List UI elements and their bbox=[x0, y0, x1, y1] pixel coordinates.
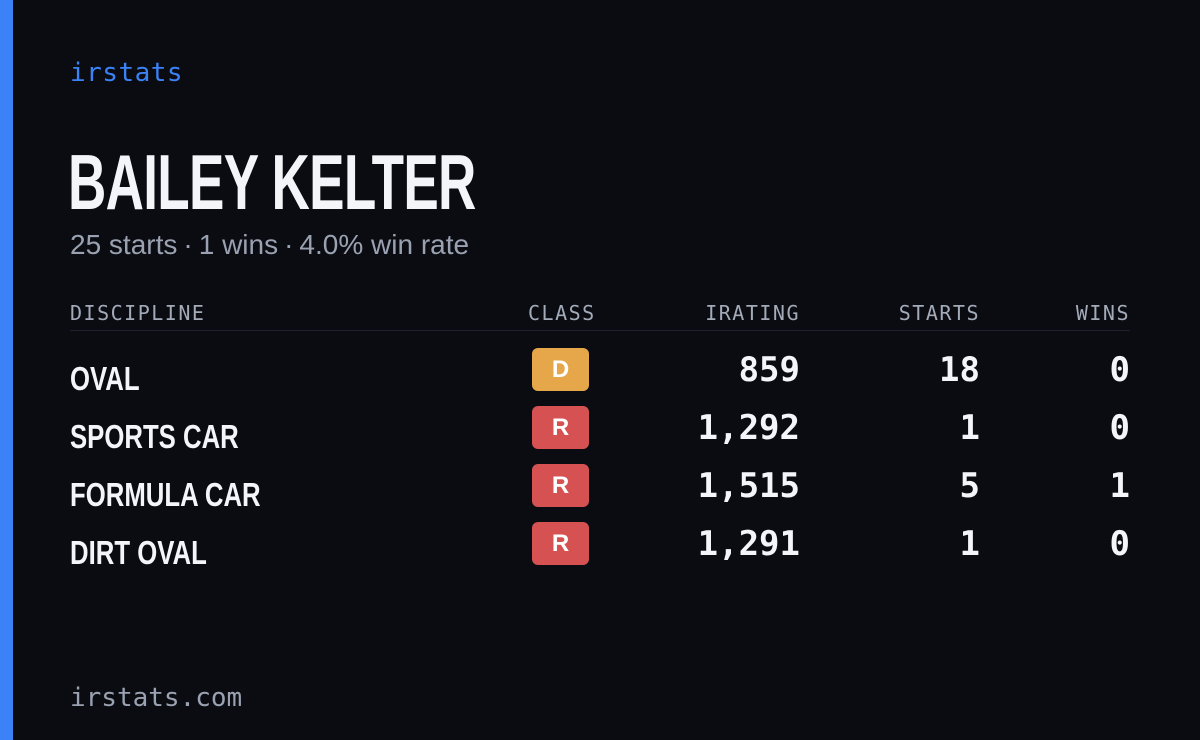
license-class-badge: R bbox=[532, 406, 589, 449]
wins-value: 1 bbox=[1109, 466, 1130, 506]
wins-value: 0 bbox=[1109, 350, 1130, 390]
player-name: BAILEY KELTER bbox=[68, 138, 476, 226]
license-class-badge: R bbox=[532, 522, 589, 565]
header-wins: WINS bbox=[1075, 301, 1130, 325]
brand-logo: irstats bbox=[70, 58, 184, 88]
discipline-name: FORMULA CAR bbox=[70, 476, 261, 513]
summary-separator: · bbox=[183, 229, 193, 260]
starts-value: 1 bbox=[959, 524, 980, 564]
discipline-name: OVAL bbox=[70, 360, 140, 397]
starts-value: 18 bbox=[939, 350, 980, 390]
table-header: DISCIPLINE CLASS IRATING STARTS WINS bbox=[70, 296, 1130, 331]
header-class: CLASS bbox=[528, 301, 596, 325]
summary-separator: · bbox=[284, 229, 294, 260]
wins-value: 0 bbox=[1109, 408, 1130, 448]
discipline-name: SPORTS CAR bbox=[70, 418, 239, 455]
starts-value: 5 bbox=[959, 466, 980, 506]
accent-bar bbox=[0, 0, 13, 740]
summary-line: 25 starts · 1 wins · 4.0% win rate bbox=[70, 228, 469, 262]
license-class-badge: D bbox=[532, 348, 589, 391]
discipline-name: DIRT OVAL bbox=[70, 534, 207, 571]
summary-starts: 25 starts bbox=[70, 229, 178, 260]
table-row: OVAL D 859 18 0 bbox=[70, 347, 1130, 405]
header-starts: STARTS bbox=[898, 301, 980, 325]
wins-value: 0 bbox=[1109, 524, 1130, 564]
footer-url: irstats.com bbox=[70, 683, 243, 713]
header-irating: IRATING bbox=[705, 301, 800, 325]
irating-value: 1,515 bbox=[697, 466, 800, 506]
header-discipline: DISCIPLINE bbox=[70, 301, 206, 325]
irating-value: 1,292 bbox=[697, 408, 800, 448]
license-class-badge: R bbox=[532, 464, 589, 507]
starts-value: 1 bbox=[959, 408, 980, 448]
summary-win-rate: 4.0% win rate bbox=[299, 229, 470, 260]
summary-wins: 1 wins bbox=[198, 229, 279, 260]
table-row: DIRT OVAL R 1,291 1 0 bbox=[70, 521, 1130, 579]
irating-value: 1,291 bbox=[697, 524, 800, 564]
table-body: OVAL D 859 18 0 SPORTS CAR R 1,292 1 0 F… bbox=[70, 347, 1130, 579]
discipline-stats-table: DISCIPLINE CLASS IRATING STARTS WINS OVA… bbox=[70, 296, 1130, 579]
table-row: FORMULA CAR R 1,515 5 1 bbox=[70, 463, 1130, 521]
table-row: SPORTS CAR R 1,292 1 0 bbox=[70, 405, 1130, 463]
irating-value: 859 bbox=[738, 350, 800, 390]
